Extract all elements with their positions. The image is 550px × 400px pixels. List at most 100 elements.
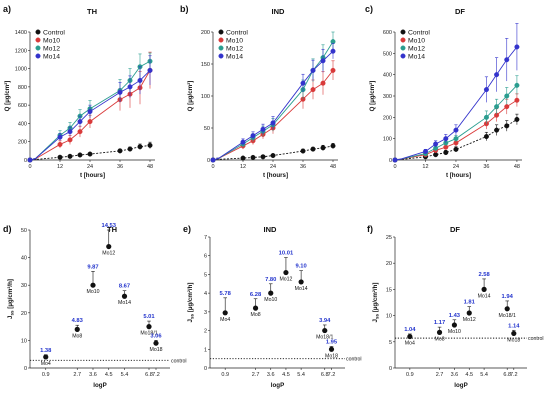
chart5-control-label: control <box>528 336 544 342</box>
chart0-legend-label-Mo12: Mo12 <box>43 45 60 52</box>
chart2-data-point-Control <box>443 150 449 156</box>
chart5-x-tick-label: 0.9 <box>406 372 414 378</box>
chart1-series-line-Control <box>212 145 334 161</box>
chart2-data-point-Control <box>483 134 489 140</box>
chart1-data-point-Mo10 <box>320 80 326 86</box>
chart1-legend-label-Mo12: Mo12 <box>226 45 243 52</box>
chart5-enhancement-label: 1.17 <box>434 320 445 326</box>
chart5-enhancement-label: 1.04 <box>404 327 416 333</box>
chart4-enhancement-label: 1.95 <box>326 339 338 345</box>
chart3-y-tick-label: 40 <box>21 256 27 262</box>
chart0-legend-marker-Mo14 <box>35 53 41 59</box>
chart1-data-point-Mo14 <box>240 139 246 145</box>
chart5-y-tick-label: 25 <box>386 235 392 241</box>
chart4-y-tick-label: 0 <box>204 366 207 372</box>
chart1-data-point-Mo14 <box>300 80 306 86</box>
chart5-y-tick-label: 0 <box>389 366 392 372</box>
chart0-series-line-Mo14 <box>29 70 151 161</box>
chart2-legend-label-Mo10: Mo10 <box>408 37 425 44</box>
chart4-panel-letter: e) <box>183 224 191 234</box>
chart2-data-point-Mo14 <box>443 136 449 142</box>
chart1-data-point-Mo10 <box>330 67 336 73</box>
chart3-x-tick-label: 0.9 <box>42 372 50 378</box>
chart5-x-axis-label: logP <box>454 382 467 389</box>
chart2-legend-label-Mo12: Mo12 <box>408 45 425 52</box>
chart4-data-point <box>298 279 304 285</box>
chart2-title: DF <box>455 7 465 16</box>
chart4-y-tick-label: 2 <box>204 329 207 335</box>
chart3-y-tick-label: 0 <box>24 366 27 372</box>
chart2-y-tick-label: 600 <box>383 30 392 36</box>
chart1-x-tick-label: 36 <box>300 164 306 170</box>
chart2-y-tick-label: 200 <box>383 115 392 121</box>
chart2-y-axis-label: Q [µg/cm²] <box>369 81 376 112</box>
chart0-data-point-Mo14 <box>147 67 153 73</box>
chart3-data-point <box>121 293 128 299</box>
chart0-series-line-Mo10 <box>29 70 151 161</box>
chart1-legend-marker-Mo14 <box>218 53 224 59</box>
chart0-data-point-Mo10 <box>87 119 93 125</box>
chart1-data-point-Control <box>320 145 326 151</box>
chart4-y-tick-label: 7 <box>204 235 207 241</box>
chart0-y-tick-label: 1400 <box>15 30 27 36</box>
chart0-y-tick-label: 600 <box>18 103 27 109</box>
chart4-x-tick-label: 7.2 <box>328 372 336 378</box>
chart1-data-point-Control <box>240 155 246 161</box>
chart3-enhancement-label: 1.38 <box>40 348 52 354</box>
chart2-data-point-Control <box>514 116 520 122</box>
chart4-point-label: Mo8 <box>251 312 261 318</box>
chart4-point-label: Mo14 <box>295 286 308 292</box>
chart1-panel-letter: b) <box>180 4 189 14</box>
chart4-y-tick-label: 4 <box>204 291 207 297</box>
chart0-data-point-Mo14 <box>77 119 83 125</box>
chart1-data-point-Mo14 <box>260 126 266 132</box>
chart2-x-tick-label: 48 <box>514 164 520 170</box>
chart2-legend-marker-Mo12 <box>400 45 406 51</box>
chart4-point-label: Mo12 <box>279 277 292 283</box>
chart2-legend-label-Mo14: Mo14 <box>408 53 425 60</box>
chart3-enhancement-label: 3.06 <box>150 333 162 339</box>
chart2-x-tick-label: 36 <box>483 164 489 170</box>
chart1-legend-label-Mo10: Mo10 <box>226 37 243 44</box>
chart4-data-point <box>268 290 274 296</box>
chart1-x-tick-label: 24 <box>270 164 276 170</box>
chart0-data-point-Mo14 <box>87 109 93 115</box>
chart1-series-line-Mo14 <box>212 50 334 161</box>
chart0-legend-marker-Control <box>35 29 41 35</box>
chart0-panel-letter: a) <box>3 4 11 14</box>
chart1-data-point-Mo14 <box>330 48 336 54</box>
chart1-y-tick-label: 100 <box>201 94 210 100</box>
chart4-x-tick-label: 3.6 <box>267 372 275 378</box>
chart0-data-point-Control <box>77 152 83 158</box>
chart1-x-axis-label: t [hours] <box>263 172 288 179</box>
chart1-data-point-Mo14 <box>270 120 276 126</box>
chart0-data-point-Control <box>127 146 133 152</box>
chart1-data-point-Mo14 <box>250 133 256 139</box>
chart3-enhancement-label: 5.01 <box>143 314 155 320</box>
chart5-enhancement-label: 1.14 <box>508 323 520 329</box>
chart5-enhancement-label: 1.43 <box>449 313 461 319</box>
chart1-data-point-Control <box>270 153 276 159</box>
chart0-data-point-Mo14 <box>137 77 143 83</box>
chart1-legend-marker-Mo12 <box>218 45 224 51</box>
chart4-data-point <box>328 346 335 352</box>
chart1-data-point-Mo14 <box>310 67 316 73</box>
chart5-x-tick-label: 6.8 <box>503 372 511 378</box>
chart4-y-tick-label: 3 <box>204 310 207 316</box>
chart2-data-point-Control <box>494 127 500 133</box>
chart3-point-label: Mo14 <box>118 300 131 306</box>
chart1-data-point-Mo14 <box>210 157 216 163</box>
chart3-enhancement-label: 9.87 <box>87 264 98 270</box>
chart2-data-point-Mo12 <box>483 114 489 120</box>
chart0-legend-label-Mo10: Mo10 <box>43 37 60 44</box>
chart1-legend-marker-Control <box>218 29 224 35</box>
chart3-point-label: Mo12 <box>102 251 115 257</box>
chart5-point-label: Mo18/1 <box>499 313 516 319</box>
chart3-data-point <box>106 243 112 250</box>
chart2-data-point-Mo12 <box>453 136 459 142</box>
chart2-data-point-Control <box>504 123 510 129</box>
chart2-panel-letter: c) <box>365 4 373 14</box>
chart2-y-tick-label: 400 <box>383 73 392 79</box>
chart0-x-tick-label: 48 <box>147 164 153 170</box>
chart3-y-tick-label: 20 <box>21 311 27 317</box>
